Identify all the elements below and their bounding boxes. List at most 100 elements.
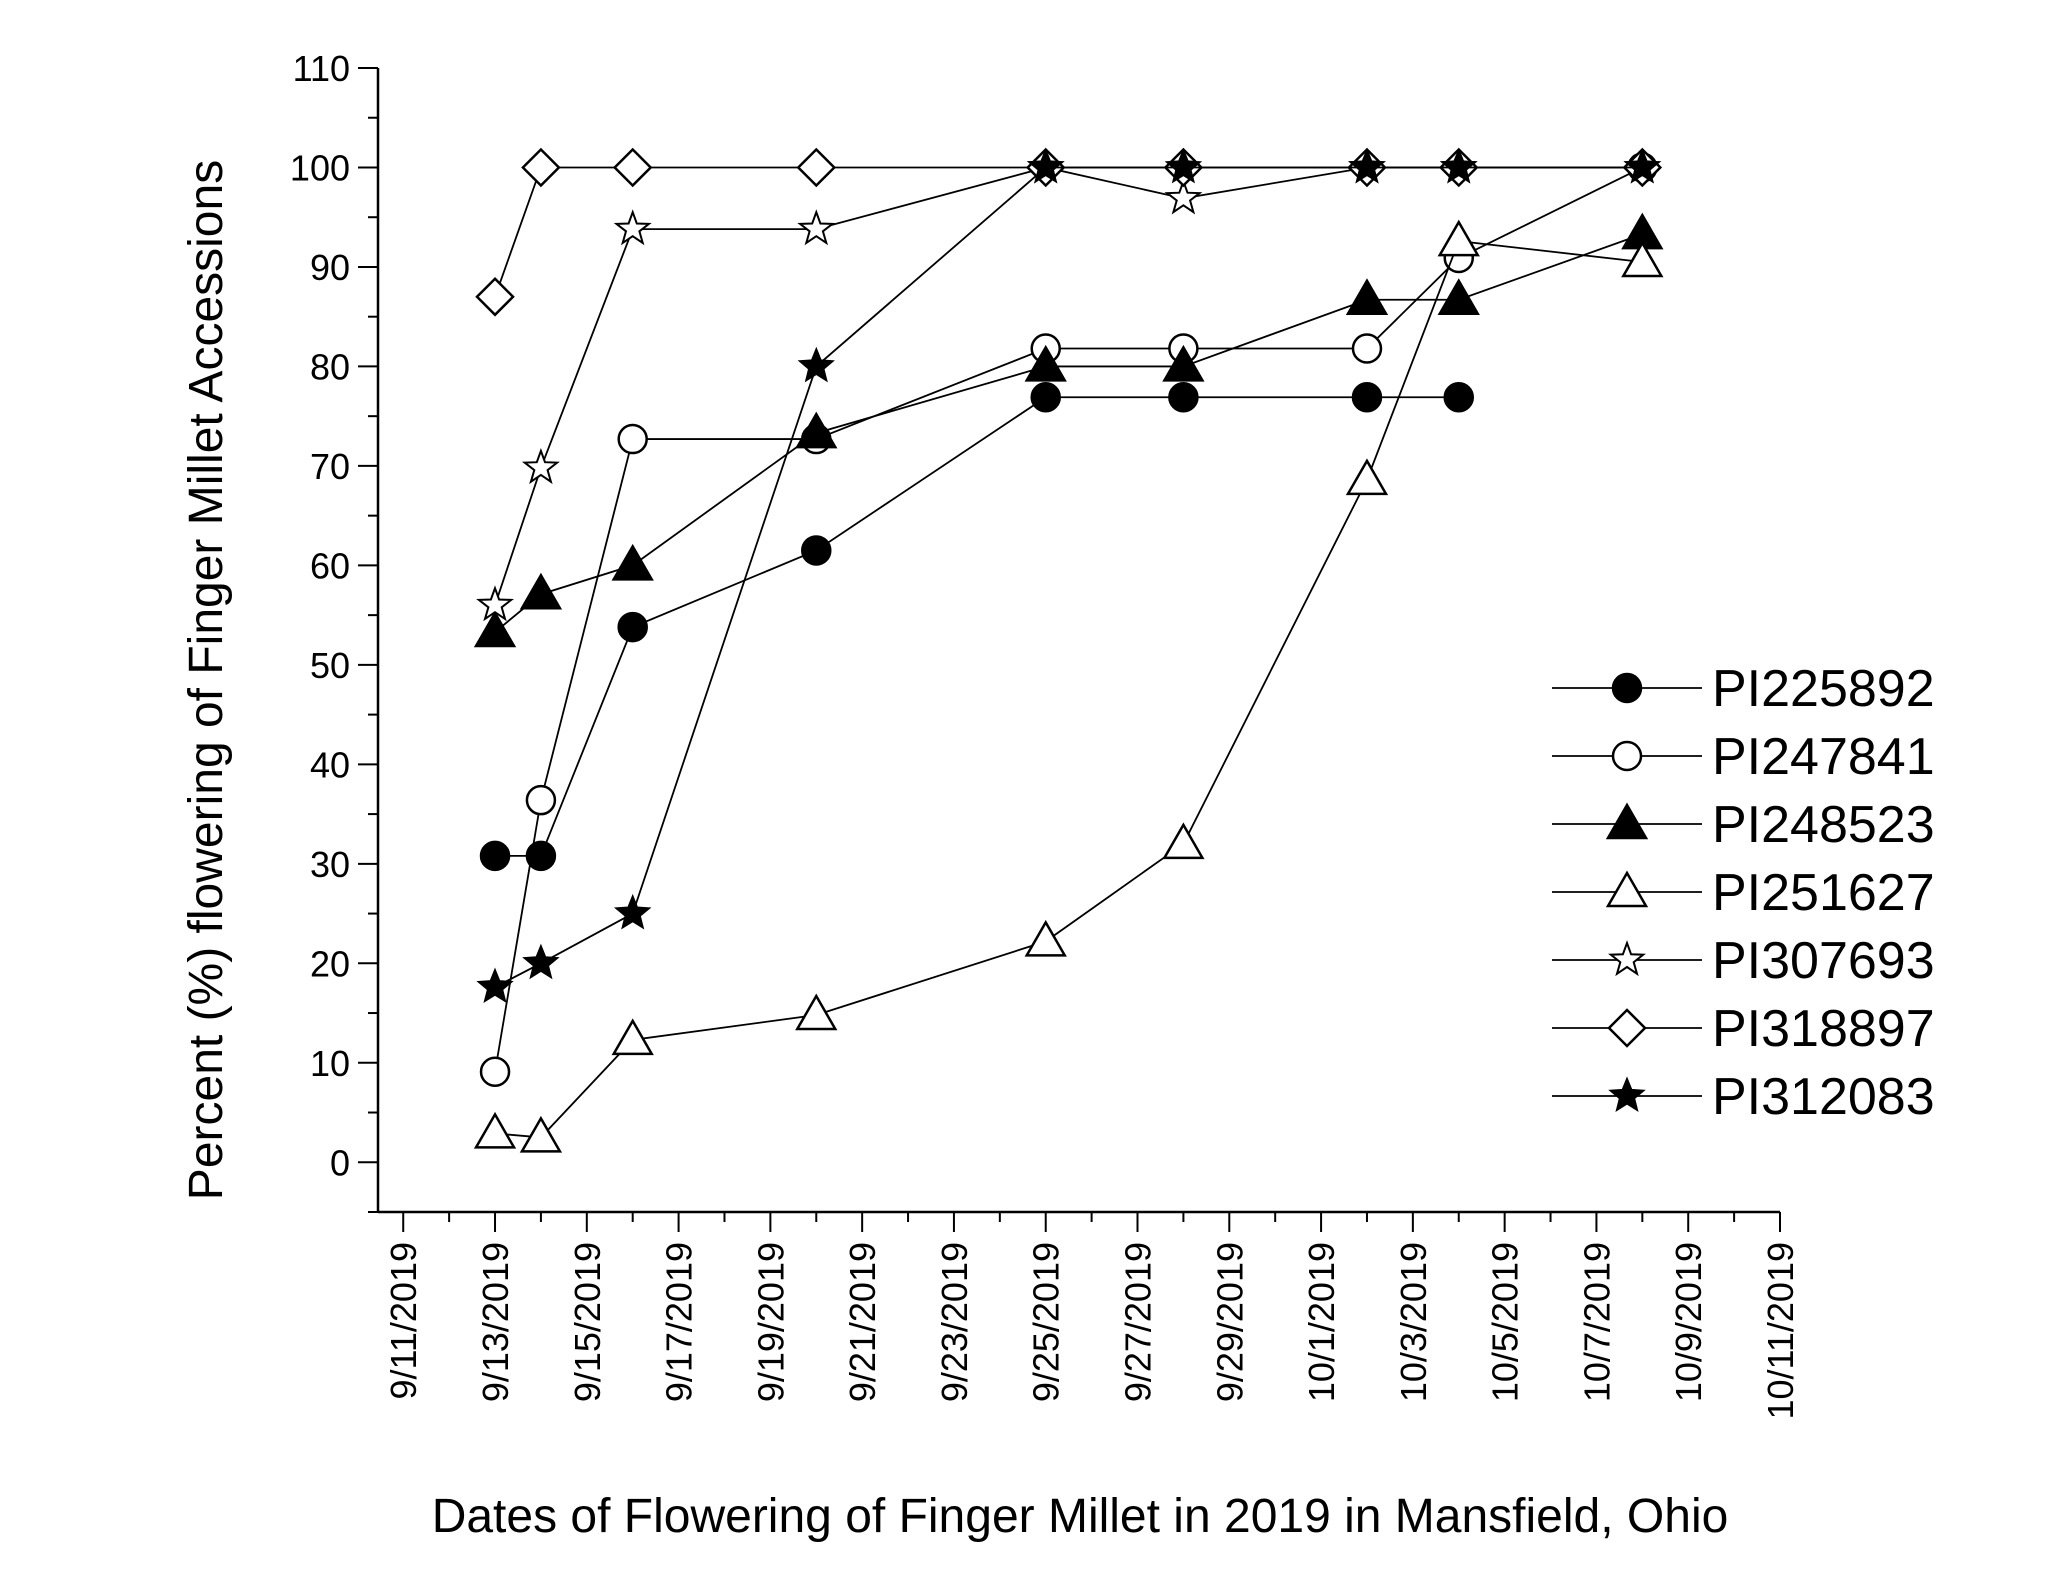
data-point <box>519 572 563 610</box>
data-point <box>522 943 560 980</box>
data-point <box>475 277 515 317</box>
legend-label: PI307693 <box>1712 932 1935 990</box>
data-point <box>795 411 838 449</box>
series-PI225892 <box>479 382 1475 872</box>
data-point <box>1621 240 1664 278</box>
series-PI312083 <box>476 147 1662 1004</box>
x-tick-label: 9/13/2019 <box>475 1242 516 1402</box>
data-point <box>1162 344 1205 382</box>
x-tick-label: 9/29/2019 <box>1209 1242 1250 1402</box>
series-layer <box>473 147 1664 1153</box>
data-point <box>1024 919 1067 957</box>
data-point <box>611 543 654 581</box>
y-tick-label: 80 <box>310 346 350 387</box>
series-PI318897 <box>475 147 1663 317</box>
x-tick-label: 10/1/2019 <box>1301 1242 1342 1402</box>
x-tick-label: 9/15/2019 <box>567 1242 608 1402</box>
y-tick-label: 30 <box>310 844 350 885</box>
data-point <box>1437 219 1480 257</box>
data-point <box>613 893 652 930</box>
data-point <box>1345 278 1389 316</box>
data-point <box>796 147 837 188</box>
legend-marker <box>1607 1008 1647 1048</box>
x-tick-label: 9/23/2019 <box>934 1242 975 1402</box>
x-axis-title: Dates of Flowering of Finger Millet in 2… <box>432 1490 1729 1543</box>
data-point <box>797 209 836 246</box>
data-point <box>612 147 653 188</box>
y-tick-label: 90 <box>310 247 350 288</box>
x-tick-label: 10/11/2019 <box>1760 1242 1801 1420</box>
series-line <box>494 240 1643 1139</box>
data-point <box>1345 458 1389 496</box>
legend-marker <box>1605 802 1649 840</box>
data-point <box>476 585 514 622</box>
y-tick-label: 40 <box>310 744 350 785</box>
legend-marker <box>1608 1076 1646 1112</box>
x-tick-label: 9/19/2019 <box>750 1242 791 1402</box>
data-point <box>1168 382 1199 413</box>
y-tick-label: 0 <box>330 1142 350 1183</box>
y-axis-title: Percent (%) flowering of Finger Millet A… <box>180 160 233 1200</box>
data-point <box>801 535 832 566</box>
y-tick-label: 110 <box>293 48 350 89</box>
series-PI248523 <box>473 212 1664 648</box>
data-point <box>1440 147 1478 184</box>
x-tick-label: 10/7/2019 <box>1576 1242 1617 1402</box>
data-point <box>473 610 517 648</box>
x-tick-label: 9/17/2019 <box>659 1242 700 1402</box>
legend-marker <box>1611 740 1643 772</box>
data-point <box>617 423 648 455</box>
series-PI247841 <box>479 152 1658 1087</box>
series-line <box>495 396 1459 857</box>
plot-frame <box>376 68 1780 1214</box>
series-PI251627 <box>473 219 1664 1153</box>
y-tick-label: 60 <box>310 545 350 586</box>
data-point <box>795 993 838 1031</box>
x-tick-label: 9/25/2019 <box>1026 1242 1067 1402</box>
y-tick-label: 70 <box>310 446 350 487</box>
series-line <box>494 233 1643 633</box>
legend-label: PI318897 <box>1712 1000 1935 1058</box>
x-tick-label: 9/11/2019 <box>383 1242 424 1399</box>
series-line <box>494 166 1643 298</box>
data-point <box>1162 822 1205 860</box>
data-point <box>525 784 557 816</box>
data-point <box>1164 178 1203 215</box>
data-point <box>476 967 514 1004</box>
legend-label: PI225892 <box>1712 660 1935 718</box>
legend: PI225892 PI247841 PI248523 PI251627 PI307693… <box>1552 660 1935 1126</box>
data-point <box>1164 147 1203 184</box>
y-tick-label: 100 <box>290 147 350 188</box>
legend-marker <box>1611 672 1643 704</box>
data-point <box>521 447 560 485</box>
x-tick-label: 9/27/2019 <box>1118 1242 1159 1402</box>
y-axis: 0 10 20 30 40 50 60 70 80 90 100 110 <box>290 48 378 1213</box>
y-tick-label: 20 <box>310 943 350 984</box>
x-tick-label: 10/3/2019 <box>1393 1242 1434 1402</box>
y-tick-label: 10 <box>310 1043 350 1084</box>
series-line <box>494 166 1643 988</box>
data-point <box>1024 344 1067 382</box>
x-tick-label: 10/9/2019 <box>1668 1242 1709 1402</box>
data-point <box>473 1111 517 1149</box>
data-point <box>1027 147 1065 184</box>
legend-marker <box>1608 940 1646 977</box>
data-point <box>617 611 648 643</box>
legend-label: PI248523 <box>1712 796 1935 854</box>
data-point <box>525 840 557 872</box>
data-point <box>1348 147 1386 184</box>
x-tick-label: 9/21/2019 <box>842 1242 883 1402</box>
data-point <box>521 147 561 188</box>
data-point <box>613 209 652 246</box>
data-point <box>1443 382 1475 413</box>
data-point <box>1030 382 1061 413</box>
data-point <box>479 840 511 872</box>
legend-marker <box>1605 870 1649 908</box>
y-tick-label: 50 <box>310 645 350 686</box>
legend-label: PI247841 <box>1712 728 1935 786</box>
data-point <box>519 1115 563 1153</box>
data-point <box>1351 382 1383 413</box>
data-point <box>1623 147 1662 184</box>
x-tick-label: 10/5/2019 <box>1485 1242 1526 1402</box>
